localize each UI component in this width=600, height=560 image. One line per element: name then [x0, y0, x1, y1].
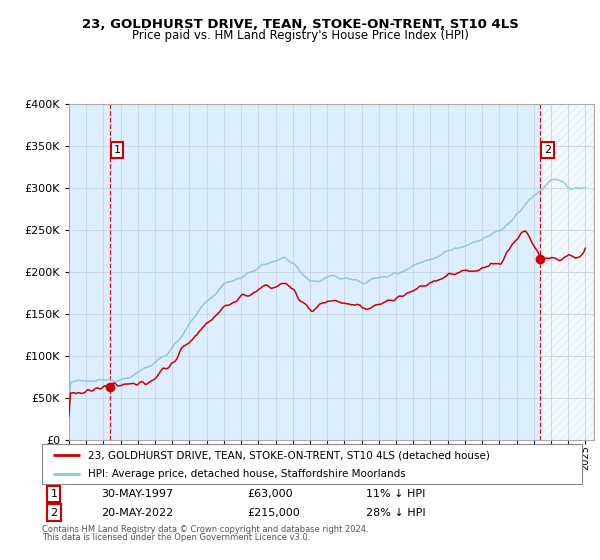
Text: 1: 1 [50, 489, 58, 500]
Text: 30-MAY-1997: 30-MAY-1997 [101, 489, 173, 500]
Text: Contains HM Land Registry data © Crown copyright and database right 2024.: Contains HM Land Registry data © Crown c… [42, 525, 368, 534]
Text: This data is licensed under the Open Government Licence v3.0.: This data is licensed under the Open Gov… [42, 533, 310, 542]
Text: 11% ↓ HPI: 11% ↓ HPI [366, 489, 425, 500]
Bar [540, 104, 594, 440]
FancyBboxPatch shape [42, 444, 582, 484]
Text: £215,000: £215,000 [247, 507, 300, 517]
Text: 23, GOLDHURST DRIVE, TEAN, STOKE-ON-TRENT, ST10 4LS (detached house): 23, GOLDHURST DRIVE, TEAN, STOKE-ON-TREN… [88, 450, 490, 460]
Text: 23, GOLDHURST DRIVE, TEAN, STOKE-ON-TRENT, ST10 4LS: 23, GOLDHURST DRIVE, TEAN, STOKE-ON-TREN… [82, 18, 518, 31]
Text: £63,000: £63,000 [247, 489, 293, 500]
Bar [540, 104, 594, 440]
Text: 2: 2 [50, 507, 58, 517]
Text: Price paid vs. HM Land Registry's House Price Index (HPI): Price paid vs. HM Land Registry's House … [131, 29, 469, 42]
Text: 2: 2 [544, 145, 551, 155]
Text: 20-MAY-2022: 20-MAY-2022 [101, 507, 173, 517]
Text: 1: 1 [113, 145, 121, 155]
Text: 28% ↓ HPI: 28% ↓ HPI [366, 507, 425, 517]
Text: HPI: Average price, detached house, Staffordshire Moorlands: HPI: Average price, detached house, Staf… [88, 469, 406, 479]
